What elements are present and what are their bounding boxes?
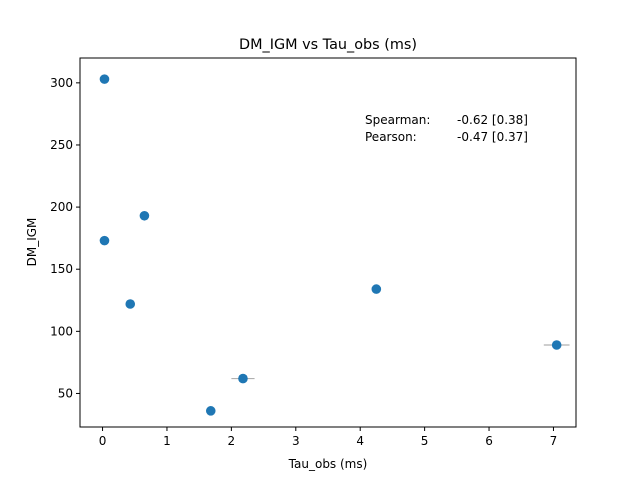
data-point: [99, 235, 110, 246]
data-point: [551, 340, 562, 350]
plot-area: [99, 74, 570, 416]
y-tick-label: 50: [58, 386, 73, 400]
data-point: [99, 74, 110, 84]
spearman-label: Spearman:: [365, 113, 430, 127]
y-axis-label: DM_IGM: [25, 218, 39, 267]
pearson-label: Pearson:: [365, 130, 417, 144]
y-tick-label: 300: [50, 76, 73, 90]
x-tick-label: 5: [421, 434, 429, 448]
data-point: [238, 373, 248, 384]
data-point: [205, 406, 216, 416]
axes-frame: [79, 57, 577, 428]
data-point: [125, 299, 136, 309]
x-axis-label: Tau_obs (ms): [288, 457, 368, 471]
x-tick-label: 4: [356, 434, 364, 448]
chart-title: DM_IGM vs Tau_obs (ms): [239, 37, 417, 53]
y-tick-label: 200: [50, 200, 73, 214]
correlation-annotation: Spearman: -0.62 [0.38] Pearson: -0.47 [0…: [365, 113, 528, 144]
y-tick-label: 150: [50, 262, 73, 276]
x-tick-label: 1: [163, 434, 171, 448]
x-tick-label: 0: [99, 434, 107, 448]
y-axis-ticks: 50 100 150 200 250 300: [50, 76, 80, 400]
x-tick-label: 7: [550, 434, 558, 448]
x-tick-label: 2: [228, 434, 236, 448]
x-tick-label: 6: [485, 434, 493, 448]
x-tick-label: 3: [292, 434, 300, 448]
spearman-value: -0.62 [0.38]: [457, 113, 528, 127]
data-point: [139, 210, 150, 221]
y-tick-label: 250: [50, 138, 73, 152]
pearson-value: -0.47 [0.37]: [457, 130, 528, 144]
x-axis-ticks: 0 1 2 3 4 5 6 7: [99, 427, 558, 448]
y-tick-label: 100: [50, 324, 73, 338]
data-point: [371, 284, 382, 294]
